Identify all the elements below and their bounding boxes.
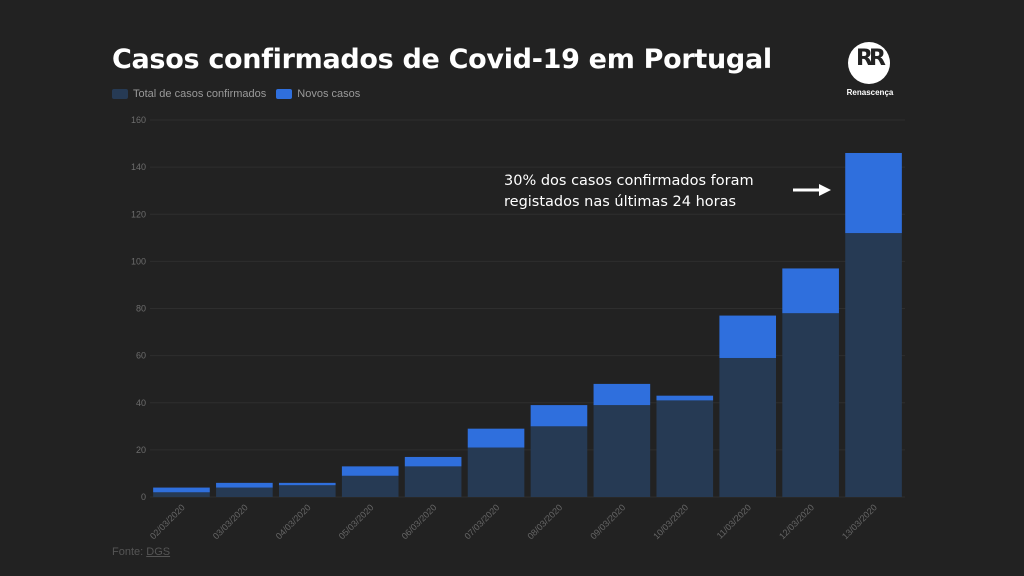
y-tick-label: 140 bbox=[131, 162, 146, 172]
logo-mark: RR bbox=[856, 46, 886, 71]
x-tick-label: 10/03/2020 bbox=[651, 502, 690, 541]
legend-swatch-new bbox=[276, 89, 293, 99]
x-tick-label: 04/03/2020 bbox=[274, 502, 313, 541]
bar-new bbox=[845, 152, 902, 234]
bar-total bbox=[530, 426, 588, 497]
bar-total bbox=[278, 485, 336, 497]
bar-total bbox=[719, 357, 777, 497]
x-tick-label: 13/03/2020 bbox=[840, 502, 879, 541]
legend-item-new[interactable]: Novos casos bbox=[276, 88, 360, 100]
source-link[interactable]: DGS bbox=[146, 546, 171, 558]
renascenca-logo: RR Renascença bbox=[845, 42, 895, 100]
x-tick-label: 08/03/2020 bbox=[525, 502, 564, 541]
bar-new bbox=[404, 456, 462, 467]
x-tick-label: 09/03/2020 bbox=[588, 502, 627, 541]
bar-new bbox=[719, 315, 777, 358]
x-tick-label: 11/03/2020 bbox=[715, 502, 753, 540]
x-tick-label: 07/03/2020 bbox=[463, 502, 502, 541]
bar-total bbox=[153, 492, 210, 497]
bar-new bbox=[278, 482, 336, 486]
bar-new bbox=[530, 405, 588, 427]
bar-new bbox=[593, 383, 651, 406]
chart-title: Casos confirmados de Covid-19 em Portuga… bbox=[112, 44, 772, 75]
bar-total bbox=[782, 313, 839, 497]
y-tick-label: 60 bbox=[136, 351, 146, 361]
arrow-right-icon bbox=[793, 184, 831, 196]
bar-total bbox=[467, 447, 525, 497]
annotation-line-2: registados nas últimas 24 horas bbox=[504, 194, 737, 210]
y-tick-label: 100 bbox=[131, 256, 146, 266]
x-tick-label: 03/03/2020 bbox=[211, 502, 250, 541]
y-tick-label: 0 bbox=[141, 492, 146, 502]
bar-total bbox=[593, 405, 651, 497]
legend-label-new: Novos casos bbox=[297, 88, 361, 100]
bar-total bbox=[404, 466, 462, 497]
y-tick-label: 160 bbox=[131, 115, 146, 125]
bar-new bbox=[467, 428, 525, 448]
logo-circle-icon bbox=[848, 42, 890, 84]
bar-new bbox=[216, 482, 273, 488]
x-tick-label: 12/03/2020 bbox=[777, 502, 816, 541]
bar-new bbox=[153, 487, 210, 493]
x-tick-label: 02/03/2020 bbox=[148, 502, 187, 541]
source-note: Fonte: DGS bbox=[112, 546, 170, 558]
bar-new bbox=[341, 466, 399, 476]
source-label: Fonte: bbox=[112, 546, 144, 558]
bar-total bbox=[341, 475, 399, 497]
chart-legend: Total de casos confirmados Novos casos bbox=[112, 88, 360, 100]
bar-new bbox=[782, 268, 839, 314]
y-tick-label: 120 bbox=[131, 209, 146, 219]
y-tick-label: 20 bbox=[136, 445, 146, 455]
chart-annotation: 30% dos casos confirmados foram registad… bbox=[504, 171, 754, 213]
legend-label-total: Total de casos confirmados bbox=[133, 88, 267, 100]
bar-total bbox=[216, 487, 273, 497]
logo-text: Renascença bbox=[846, 88, 894, 97]
bar-new bbox=[656, 395, 714, 401]
annotation-line-1: 30% dos casos confirmados foram bbox=[504, 173, 754, 189]
bar-total bbox=[656, 400, 714, 497]
x-tick-label: 06/03/2020 bbox=[400, 502, 439, 541]
legend-swatch-total bbox=[112, 89, 128, 99]
y-tick-label: 40 bbox=[136, 398, 146, 408]
x-tick-label: 05/03/2020 bbox=[337, 502, 376, 541]
bar-total bbox=[845, 233, 902, 497]
legend-item-total[interactable]: Total de casos confirmados bbox=[112, 88, 266, 100]
y-tick-label: 80 bbox=[136, 304, 146, 314]
